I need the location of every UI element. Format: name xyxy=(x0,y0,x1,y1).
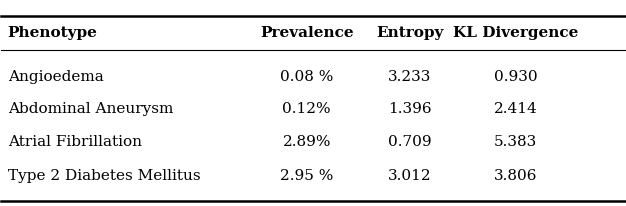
Text: Phenotype: Phenotype xyxy=(8,26,98,40)
Text: 0.930: 0.930 xyxy=(494,70,537,84)
Text: Prevalence: Prevalence xyxy=(260,26,354,40)
Text: Type 2 Diabetes Mellitus: Type 2 Diabetes Mellitus xyxy=(8,169,200,183)
Text: Abdominal Aneurysm: Abdominal Aneurysm xyxy=(8,102,173,116)
Text: Atrial Fibrillation: Atrial Fibrillation xyxy=(8,135,141,149)
Text: 0.709: 0.709 xyxy=(387,135,431,149)
Text: 0.12%: 0.12% xyxy=(282,102,331,116)
Text: 3.806: 3.806 xyxy=(494,169,537,183)
Text: 2.414: 2.414 xyxy=(494,102,538,116)
Text: Angioedema: Angioedema xyxy=(8,70,103,84)
Text: Entropy: Entropy xyxy=(376,26,443,40)
Text: 3.012: 3.012 xyxy=(387,169,431,183)
Text: 0.08 %: 0.08 % xyxy=(280,70,334,84)
Text: KL Divergence: KL Divergence xyxy=(453,26,578,40)
Text: 1.396: 1.396 xyxy=(387,102,431,116)
Text: 2.95 %: 2.95 % xyxy=(280,169,334,183)
Text: 2.89%: 2.89% xyxy=(282,135,331,149)
Text: 3.233: 3.233 xyxy=(388,70,431,84)
Text: 5.383: 5.383 xyxy=(494,135,537,149)
